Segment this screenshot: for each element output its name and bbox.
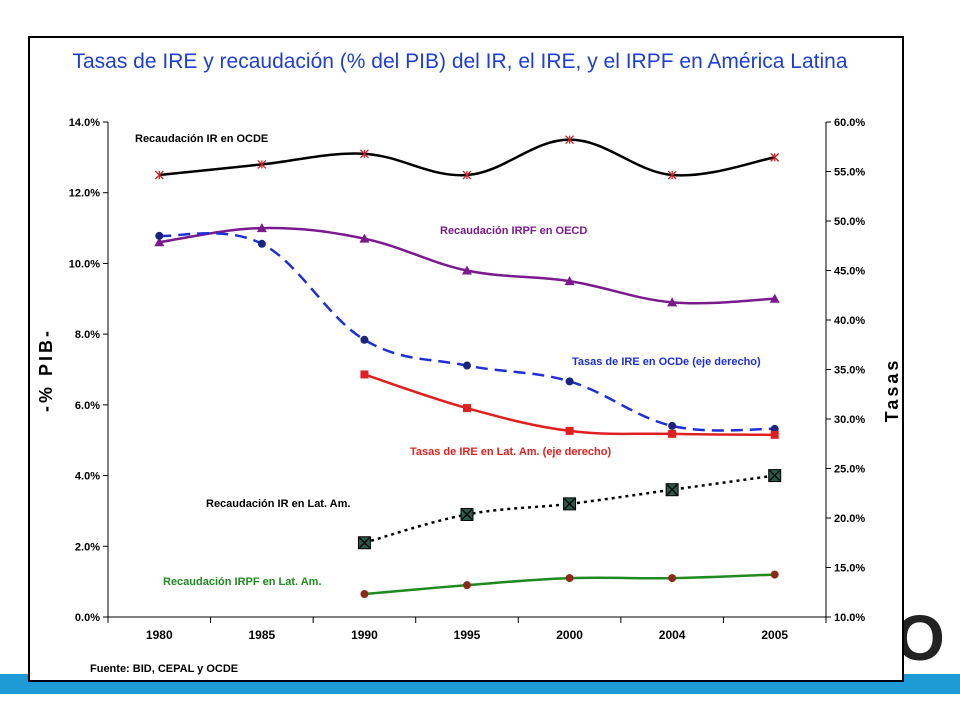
- y-right-tick-label: 20.0%: [834, 513, 865, 525]
- y-right-tick-label: 45.0%: [834, 266, 865, 278]
- series-1-point: [770, 152, 780, 162]
- y-left-tick-label: 14.0%: [69, 117, 100, 129]
- series-5-point: [460, 507, 474, 521]
- series-2-point: [462, 265, 472, 275]
- y-left-tick-label: 6.0%: [75, 400, 100, 412]
- series-4-point: [770, 430, 779, 439]
- series-4-point: [360, 370, 369, 379]
- y-axis-left-title: -% PIB-: [36, 328, 56, 412]
- y-right-tick-label: 50.0%: [834, 216, 865, 228]
- y-right-tick-label: 55.0%: [834, 167, 865, 179]
- series-4-label: Tasas de IRE en Lat. Am. (eje derecho): [410, 446, 611, 458]
- y-left-tick-label: 2.0%: [75, 541, 100, 553]
- series-2-point: [359, 233, 370, 243]
- series-4-point: [668, 429, 677, 438]
- y-left-tick-label: 4.0%: [75, 471, 100, 483]
- series-5-point: [563, 497, 577, 511]
- series-5-point: [357, 536, 371, 550]
- series-6-point: [360, 590, 369, 599]
- series-2-point: [769, 293, 780, 303]
- series-3-label: Tasas de IRE en OCDe (eje derecho): [572, 356, 761, 368]
- series-2-label: Recaudación IRPF en OECD: [440, 225, 587, 237]
- y-left-tick-label: 10.0%: [69, 258, 100, 270]
- y-left-tick-label: 12.0%: [69, 188, 100, 200]
- y-left-tick-label: 8.0%: [75, 329, 100, 341]
- y-right-tick-label: 25.0%: [834, 464, 865, 476]
- series-1-point: [565, 135, 575, 145]
- x-tick-label: 1995: [454, 628, 481, 642]
- series-2-point: [564, 276, 575, 286]
- y-right-tick-label: 10.0%: [834, 612, 865, 624]
- x-tick-label: 2005: [761, 628, 788, 642]
- series-1-point: [359, 149, 369, 159]
- y-right-tick-label: 40.0%: [834, 315, 865, 327]
- y-right-tick-label: 35.0%: [834, 365, 865, 377]
- series-1-point: [462, 170, 472, 180]
- series-1-point: [667, 170, 677, 180]
- series-3-point: [155, 231, 164, 240]
- series-2-point: [667, 297, 678, 307]
- series-3-line: [159, 231, 775, 432]
- x-tick-label: 2004: [659, 628, 686, 642]
- series-1-label: Recaudación IR en OCDE: [135, 133, 268, 145]
- series-6-label: Recaudación IRPF en Lat. Am.: [163, 576, 322, 588]
- series-labels: Recaudación IR en OCDE Recaudación IRPF e…: [135, 133, 761, 588]
- x-tick-label: 2000: [556, 628, 583, 642]
- series-5-point-stroke: [461, 509, 473, 520]
- series-5-point: [768, 469, 782, 483]
- source-note: Fuente: BID, CEPAL y OCDE: [90, 663, 238, 675]
- series-6-point: [668, 574, 677, 583]
- series-3-point: [360, 335, 369, 344]
- series-6-point: [463, 581, 471, 590]
- series-2-point: [154, 237, 165, 247]
- x-tick-label: 1990: [351, 628, 378, 642]
- series-layer: [154, 135, 782, 599]
- chart-title: Tasas de IRE y recaudación (% del PIB) d…: [72, 50, 847, 73]
- series-4-point: [565, 426, 574, 435]
- series-5-line: [364, 474, 775, 544]
- series-3-point: [565, 377, 574, 386]
- y-right-tick-label: 15.0%: [834, 563, 865, 575]
- series-5-point-stroke: [358, 537, 370, 549]
- series-5-label: Recaudación IR en Lat. Am.: [206, 498, 350, 510]
- series-1-point: [154, 170, 164, 180]
- series-3-point: [668, 421, 677, 430]
- x-tick-label: 1985: [249, 628, 276, 642]
- series-3-point: [257, 239, 266, 248]
- y-right-tick-label: 30.0%: [834, 414, 865, 426]
- bottom-strip: [0, 694, 960, 720]
- series-1-line: [159, 138, 775, 177]
- series-6-point: [565, 574, 574, 583]
- axes: 0.0% 2.0% 4.0% 6.0% 8.0% 10.0% 12.0% 14.0% 10.0%…: [69, 117, 866, 642]
- series-5-point-stroke: [564, 498, 576, 510]
- series-1-point: [257, 159, 267, 169]
- y-left-tick-label: 0.0%: [75, 612, 100, 624]
- y-axis-right-title: Tasas: [882, 358, 902, 423]
- series-5-point: [665, 483, 679, 497]
- series-3-point: [463, 361, 471, 370]
- series-6-point: [770, 570, 779, 579]
- series-4-point: [463, 404, 471, 413]
- y-right-tick-label: 60.0%: [834, 117, 865, 129]
- series-5-point-stroke: [666, 484, 678, 496]
- series-5-point-stroke: [769, 470, 781, 482]
- x-tick-label: 1980: [146, 628, 173, 642]
- series-2-point: [256, 223, 267, 233]
